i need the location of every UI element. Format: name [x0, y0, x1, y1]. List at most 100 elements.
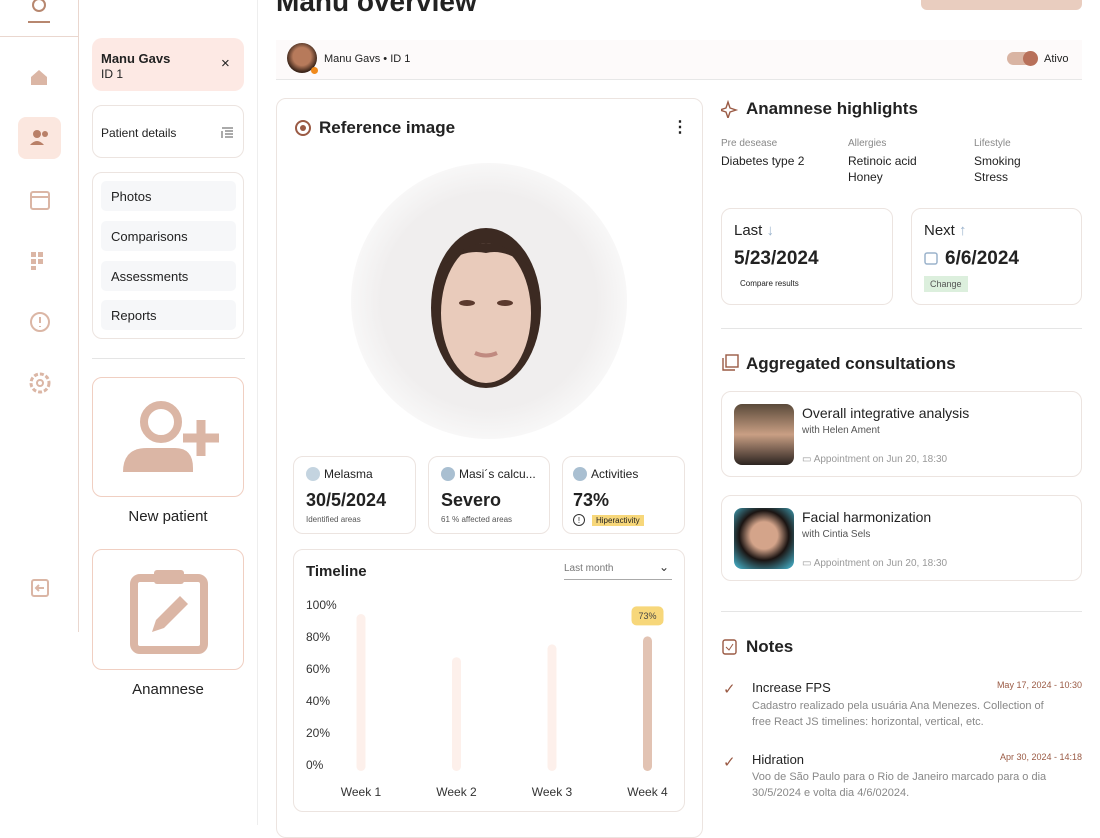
y-tick-label: 100% — [306, 598, 337, 612]
note-title: Hidration — [752, 752, 805, 767]
check-icon: ✓ — [723, 754, 736, 771]
visit-label-text: Next — [924, 222, 955, 239]
filter-label: Last month — [564, 563, 614, 574]
visit-label: Next ↑ — [924, 222, 967, 239]
stat-icon — [573, 467, 587, 481]
menu-item[interactable]: Reports — [101, 300, 236, 330]
patient-name: Manu Gavs — [101, 51, 171, 66]
alert-icon[interactable] — [29, 311, 51, 333]
new-patient-card[interactable] — [92, 377, 244, 497]
page-title: Manu overview — [276, 0, 477, 17]
x-tick-label: Week 3 — [532, 785, 573, 799]
divider — [0, 36, 79, 37]
note-date: Apr 30, 2024 - 14:18 — [999, 752, 1082, 762]
clipboard-icon — [130, 570, 208, 654]
divider — [721, 611, 1082, 612]
calendar-icon[interactable] — [29, 189, 51, 211]
bar — [547, 644, 557, 771]
anamnese-card[interactable] — [92, 549, 244, 670]
stat-label: Masi´s calcu... — [459, 467, 536, 481]
column-item: Honey — [848, 170, 883, 184]
face-image — [351, 163, 627, 439]
logo — [28, 0, 50, 23]
consultation-appointment: ▭ Appointment on Jun 20, 18:30 — [802, 454, 948, 465]
patient-id: ID 1 — [101, 67, 124, 81]
y-tick-label: 60% — [306, 662, 330, 676]
settings-icon[interactable] — [28, 371, 52, 395]
visit-date: 5/23/2024 — [734, 248, 819, 269]
tooltip-box — [631, 606, 664, 626]
stat-value: Severo — [441, 490, 502, 510]
patient-bar: Manu Gavs • ID 1 Ativo — [276, 40, 1082, 80]
doctor-photo — [734, 508, 794, 569]
stat-value: 73% — [573, 490, 610, 510]
divider — [721, 328, 1082, 329]
x-tick-label: Week 4 — [627, 785, 668, 799]
consultation-card[interactable]: Overall integrative analysis with Helen … — [721, 391, 1082, 477]
tooltip: 73% — [638, 611, 656, 621]
top-button[interactable] — [921, 0, 1082, 10]
menu-item[interactable]: Comparisons — [101, 221, 236, 251]
note-date: May 17, 2024 - 10:30 — [996, 680, 1082, 690]
consultation-title: Facial harmonization — [802, 509, 932, 525]
consultation-doctor: with Helen Ament — [802, 425, 880, 436]
info-icon: ! — [573, 514, 585, 526]
sparkle-icon — [721, 100, 739, 118]
bar — [452, 657, 461, 771]
column-item: Diabetes type 2 — [721, 154, 805, 168]
visit-action[interactable]: Compare results — [734, 277, 805, 290]
visit-card: Next ↑ 6/6/2024 Change — [911, 208, 1082, 305]
stat-card: Masi´s calcu... Severo 61 % affected are… — [428, 456, 550, 534]
stat-card: Activities 73% ! Hiperactivity — [562, 456, 685, 534]
x-tick-label: Week 1 — [341, 785, 382, 799]
stat-caption: Identified areas — [306, 515, 361, 524]
patient-tab[interactable]: Manu Gavs ID 1 × — [92, 38, 244, 91]
more-icon[interactable]: ⋮ — [672, 119, 688, 136]
consultation-card[interactable]: Facial harmonization with Cintia Sels ▭ … — [721, 495, 1082, 581]
column-label: Pre desease — [721, 138, 778, 149]
close-icon[interactable]: × — [221, 55, 230, 72]
list-icon — [221, 127, 233, 138]
stat-card: Melasma 30/5/2024 Identified areas — [293, 456, 416, 534]
divider — [257, 0, 258, 825]
appointment-text: Appointment on Jun 20, 18:30 — [813, 454, 948, 465]
stat-icon — [441, 467, 455, 481]
card-title: Reference image — [319, 118, 456, 137]
stat-icon — [306, 467, 320, 481]
column-item: Retinoic acid — [848, 154, 917, 168]
action-label: Anamnese — [132, 681, 204, 698]
visit-label: Last ↓ — [734, 222, 775, 239]
patient-label: Manu Gavs • ID 1 — [324, 53, 411, 65]
home-icon[interactable] — [29, 67, 49, 87]
logout-icon[interactable] — [29, 577, 51, 599]
check-icon: ✓ — [723, 681, 736, 698]
active-nav[interactable] — [18, 117, 61, 159]
x-tick-label: Week 2 — [436, 785, 477, 799]
menu-item[interactable]: Assessments — [101, 261, 236, 291]
toggle[interactable] — [1007, 51, 1038, 66]
stack-icon — [722, 354, 739, 371]
bar — [643, 636, 652, 771]
y-tick-label: 80% — [306, 630, 330, 644]
section-title: Aggregated consultations — [746, 354, 956, 373]
icon-rail — [0, 0, 79, 632]
consultation-appointment: ▭ Appointment on Jun 20, 18:30 — [802, 558, 948, 569]
filter-select[interactable]: Last month ⌄ — [564, 560, 672, 580]
menu-item[interactable]: Photos — [101, 181, 236, 211]
patient-details[interactable]: Patient details — [92, 105, 244, 158]
column-label: Lifestyle — [974, 138, 1011, 149]
visit-label-text: Last — [734, 222, 763, 239]
y-tick-label: 0% — [306, 758, 324, 772]
section-title: Anamnese highlights — [746, 99, 918, 118]
note-text: Voo de São Paulo para o Rio de Janeiro m… — [752, 771, 1047, 799]
y-tick-label: 40% — [306, 694, 330, 708]
visit-date: 6/6/2024 — [945, 248, 1019, 269]
status-label: Ativo — [1044, 53, 1069, 65]
calendar-icon — [924, 252, 938, 265]
consultation-title: Overall integrative analysis — [802, 405, 970, 421]
visit-action[interactable]: Change — [924, 276, 968, 292]
consultation-doctor: with Cintia Sels — [802, 529, 871, 540]
apps-icon[interactable] — [30, 251, 50, 271]
action-label: New patient — [128, 508, 208, 525]
